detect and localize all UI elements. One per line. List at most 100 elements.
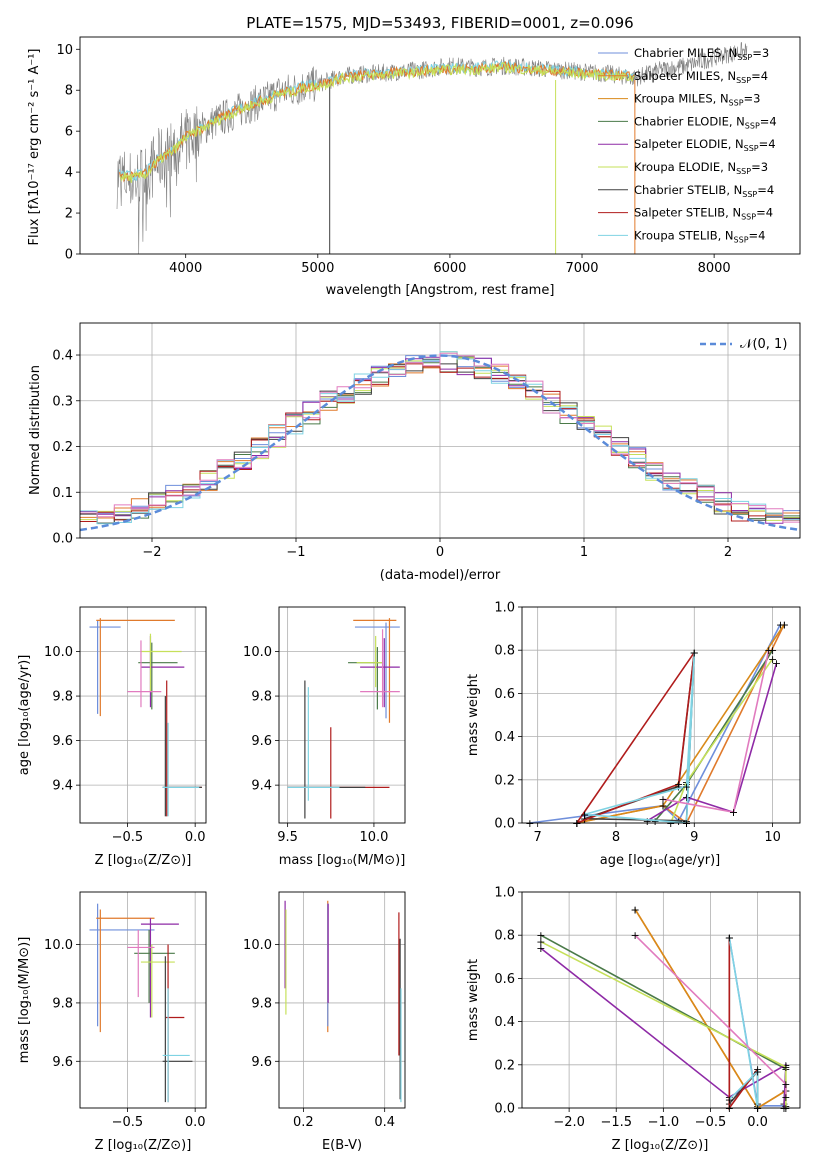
hist-legend: 𝒩(0, 1) — [700, 337, 787, 352]
mass-weight-marker: + — [725, 931, 734, 944]
y-tick-label: 0.8 — [494, 644, 515, 659]
y-tick-label: 2 — [65, 207, 73, 222]
x-tick-label: 10 — [764, 830, 781, 845]
mass-weight-marker: + — [768, 644, 777, 657]
mw-z-xlabel: Z [log₁₀(Z/Z⊙)] — [612, 1138, 709, 1153]
legend-label: Salpeter ELODIE, NSSP=4 — [634, 137, 776, 153]
hist-legend-label: 𝒩(0, 1) — [740, 337, 787, 352]
x-tick-label: 5000 — [301, 261, 334, 276]
y-tick-label: 0.8 — [494, 929, 515, 944]
y-tick-label: 0.1 — [52, 486, 73, 501]
age-mass-xlabel: mass [log₁₀(M/M⊙)] — [279, 853, 406, 868]
x-tick-label: 7000 — [565, 261, 598, 276]
y-tick-label: 0 — [65, 248, 73, 263]
mass-ebv-xlabel: E(B-V) — [322, 1138, 362, 1153]
x-tick-label: 0.2 — [293, 1115, 314, 1130]
y-tick-label: 0.2 — [494, 773, 515, 788]
x-tick-label: 2 — [724, 545, 732, 560]
axes-frame — [79, 322, 801, 539]
y-tick-label: 0.0 — [494, 817, 515, 832]
x-tick-label: 10.0 — [359, 830, 388, 845]
mass-weight-line — [728, 937, 759, 1109]
y-tick-label: 9.6 — [251, 734, 272, 749]
y-tick-label: 0.3 — [52, 394, 73, 409]
y-tick-label: 0.6 — [494, 972, 515, 987]
x-tick-label: 0.0 — [185, 1115, 206, 1130]
mass-weight-marker: + — [753, 1063, 762, 1076]
mass-weight-marker: + — [764, 644, 773, 657]
y-tick-label: 10.0 — [44, 938, 73, 953]
y-tick-label: 9.4 — [52, 779, 73, 794]
y-tick-label: 0.6 — [494, 687, 515, 702]
y-tick-label: 0.4 — [52, 349, 73, 364]
hist-ylabel: Normed distribution — [28, 365, 43, 495]
y-tick-label: 4 — [65, 166, 73, 181]
spectrum-panel: 4000 5000 6000 7000 8000 0 2 4 6 8 10 — [56, 36, 801, 276]
x-tick-label: −2.0 — [553, 1115, 585, 1130]
mass-weight-line — [576, 651, 696, 824]
axes-frame — [521, 606, 801, 824]
mass-weight-marker: + — [536, 929, 545, 942]
mass-weight-marker: + — [729, 806, 738, 819]
mass-weight-marker: + — [682, 817, 691, 830]
mass-weight-line — [576, 623, 785, 824]
mass-z-ylabel: mass [log₁₀(M/M⊙)] — [17, 937, 32, 1064]
axes-frame — [521, 891, 801, 1109]
mass-weight-marker: + — [682, 791, 691, 804]
axes-frame — [278, 606, 406, 824]
mass-weight-marker: + — [572, 817, 581, 830]
x-tick-label: −0.5 — [112, 830, 144, 845]
y-tick-label: 1.0 — [494, 886, 515, 901]
mass-weight-marker: + — [781, 1059, 790, 1072]
x-tick-label: 1 — [580, 545, 588, 560]
y-tick-label: 9.8 — [52, 690, 73, 705]
y-tick-label: 10.0 — [243, 645, 272, 660]
mass-weight-marker: + — [666, 817, 675, 830]
mass-weight-marker: + — [682, 780, 691, 793]
mass-weight-marker: + — [690, 646, 699, 659]
age-vs-mass-panel: 9.5 10.0 9.4 9.6 9.8 10.0 — [243, 606, 406, 845]
age-z-xlabel: Z [log₁₀(Z/Z⊙)] — [95, 853, 192, 868]
legend-label: Kroupa MILES, NSSP=3 — [634, 92, 760, 108]
hist-series-step — [80, 352, 800, 523]
mass-weight-marker: + — [781, 1091, 790, 1104]
mass-weight-marker: + — [572, 817, 581, 830]
mass-weight-marker: + — [525, 817, 534, 830]
figure-title: PLATE=1575, MJD=53493, FIBERID=0001, z=0… — [246, 14, 633, 32]
x-tick-label: 9 — [690, 830, 698, 845]
x-tick-label: −0.5 — [112, 1115, 144, 1130]
mass-weight-marker: + — [643, 815, 652, 828]
y-tick-label: 9.4 — [251, 779, 272, 794]
axes-frame — [79, 891, 207, 1109]
mass-weight-marker: + — [780, 618, 789, 631]
mass-weight-marker: + — [772, 657, 781, 670]
mass-weight-marker: + — [781, 1078, 790, 1091]
mass-weight-marker: + — [674, 780, 683, 793]
mass-weight-marker: + — [658, 793, 667, 806]
mass-weight-marker: + — [536, 936, 545, 949]
mass-vs-z-panel: −0.5 0.0 9.6 9.8 10.0 — [44, 891, 207, 1130]
x-tick-label: 4000 — [169, 261, 202, 276]
legend-label: Salpeter STELIB, NSSP=4 — [634, 206, 773, 222]
mass-weight-marker: + — [781, 1061, 790, 1074]
legend-label: Chabrier MILES, NSSP=3 — [634, 46, 769, 62]
hist-xlabel: (data-model)/error — [380, 568, 501, 583]
mass-weight-marker: + — [781, 1102, 790, 1115]
x-tick-label: 0.0 — [185, 830, 206, 845]
y-tick-label: 10.0 — [243, 938, 272, 953]
mw-age-ylabel: mass weight — [466, 674, 481, 756]
x-tick-label: −1.0 — [648, 1115, 680, 1130]
y-tick-label: 9.8 — [251, 690, 272, 705]
mass-weight-marker: + — [651, 815, 660, 828]
mass-weight-marker: + — [572, 817, 581, 830]
mass-weight-marker: + — [572, 817, 581, 830]
spectrum-ylabel: Flux [fλ10⁻¹⁷ erg cm⁻² s⁻¹ A⁻¹] — [27, 49, 42, 246]
mass-weight-line — [634, 934, 787, 1098]
mass-weight-marker: + — [753, 1102, 762, 1115]
spectrum-model-line — [119, 62, 635, 183]
y-tick-label: 9.6 — [52, 734, 73, 749]
mass-weight-marker: + — [753, 1102, 762, 1115]
y-tick-label: 0.0 — [52, 532, 73, 547]
x-tick-label: 8 — [612, 830, 620, 845]
mass-weight-marker: + — [630, 929, 639, 942]
